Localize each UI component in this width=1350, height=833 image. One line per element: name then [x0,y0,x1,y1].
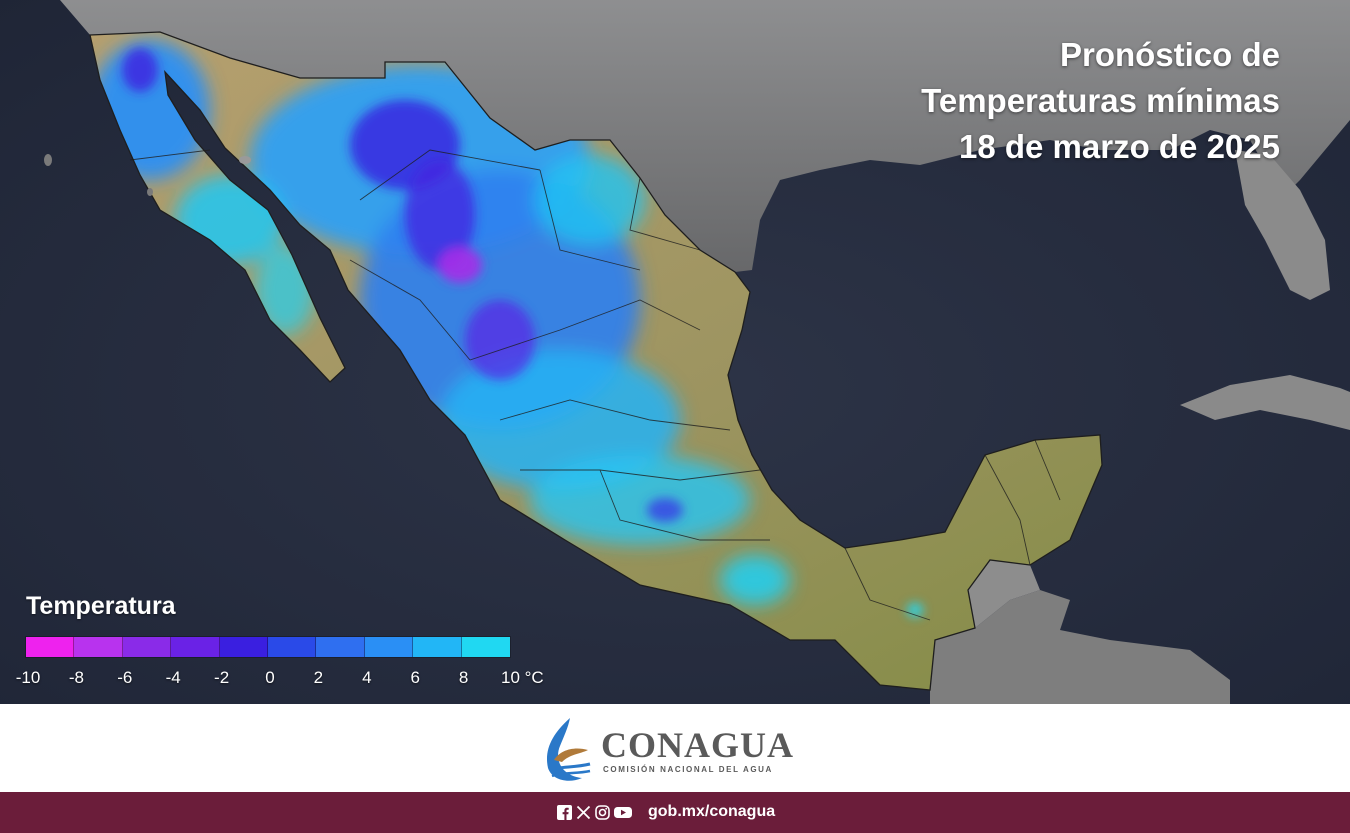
map-canvas [0,0,1350,704]
island [147,188,153,196]
legend-swatch [122,637,172,657]
legend-swatch [364,637,414,657]
map-title: Pronóstico de Temperaturas mínimas 18 de… [680,32,1280,170]
legend-swatch [26,637,75,657]
legend-tick-label: -4 [165,668,181,687]
legend-tick-label: -2 [214,668,230,687]
legend-tick-label: -8 [68,668,84,687]
title-line-2: Temperaturas mínimas [921,82,1280,119]
legend-swatch [461,637,510,657]
central-america-landmass [930,590,1230,704]
legend-tick-label: 8 [458,668,469,687]
social-icons [557,805,632,820]
usa-landmass [60,0,1350,272]
x-icon[interactable] [576,805,591,820]
legend-swatch [219,637,268,657]
legend-swatch [74,637,123,657]
island [239,156,251,164]
logo-band: CONAGUA COMISIÓN NACIONAL DEL AGUA [0,704,1350,792]
legend-swatch [413,637,462,657]
brand-subtitle: COMISIÓN NACIONAL DEL AGUA [603,765,773,774]
legend-swatch [316,637,365,657]
instagram-icon[interactable] [595,805,610,820]
legend-tick-label: 0 [265,668,275,687]
conagua-logo-icon [546,718,591,781]
legend-tick-label: 2 [313,668,324,687]
cuba-landmass [1180,375,1350,430]
belize-guatemala-landmass [968,560,1040,628]
mexico-outline [89,31,1103,691]
title-line-3: 18 de marzo de 2025 [958,128,1280,165]
legend-tick-label: -10 [15,668,41,687]
florida-landmass [1235,150,1330,300]
legend-swatch [267,637,317,657]
footer-bar: gob.mx/conagua [0,792,1350,833]
legend-tick-label: 6 [410,668,420,687]
temperature-overlay [90,40,923,617]
facebook-icon[interactable] [557,805,572,820]
legend-title: Temperatura [26,592,176,620]
island [44,154,52,166]
legend-tick-label: 10 °C [501,668,544,687]
state-borders [129,149,1061,621]
title-line-1: Pronóstico de [1059,36,1280,73]
youtube-icon[interactable] [614,805,632,820]
legend-tick-label: -6 [117,668,133,687]
website-link[interactable]: gob.mx/conagua [648,803,776,820]
legend-color-scale [25,636,511,658]
legend-swatch [171,637,220,657]
legend-tick-label: 4 [362,668,372,687]
temperature-map: Pronóstico de Temperaturas mínimas 18 de… [0,0,1350,704]
brand-name: CONAGUA [601,725,794,765]
